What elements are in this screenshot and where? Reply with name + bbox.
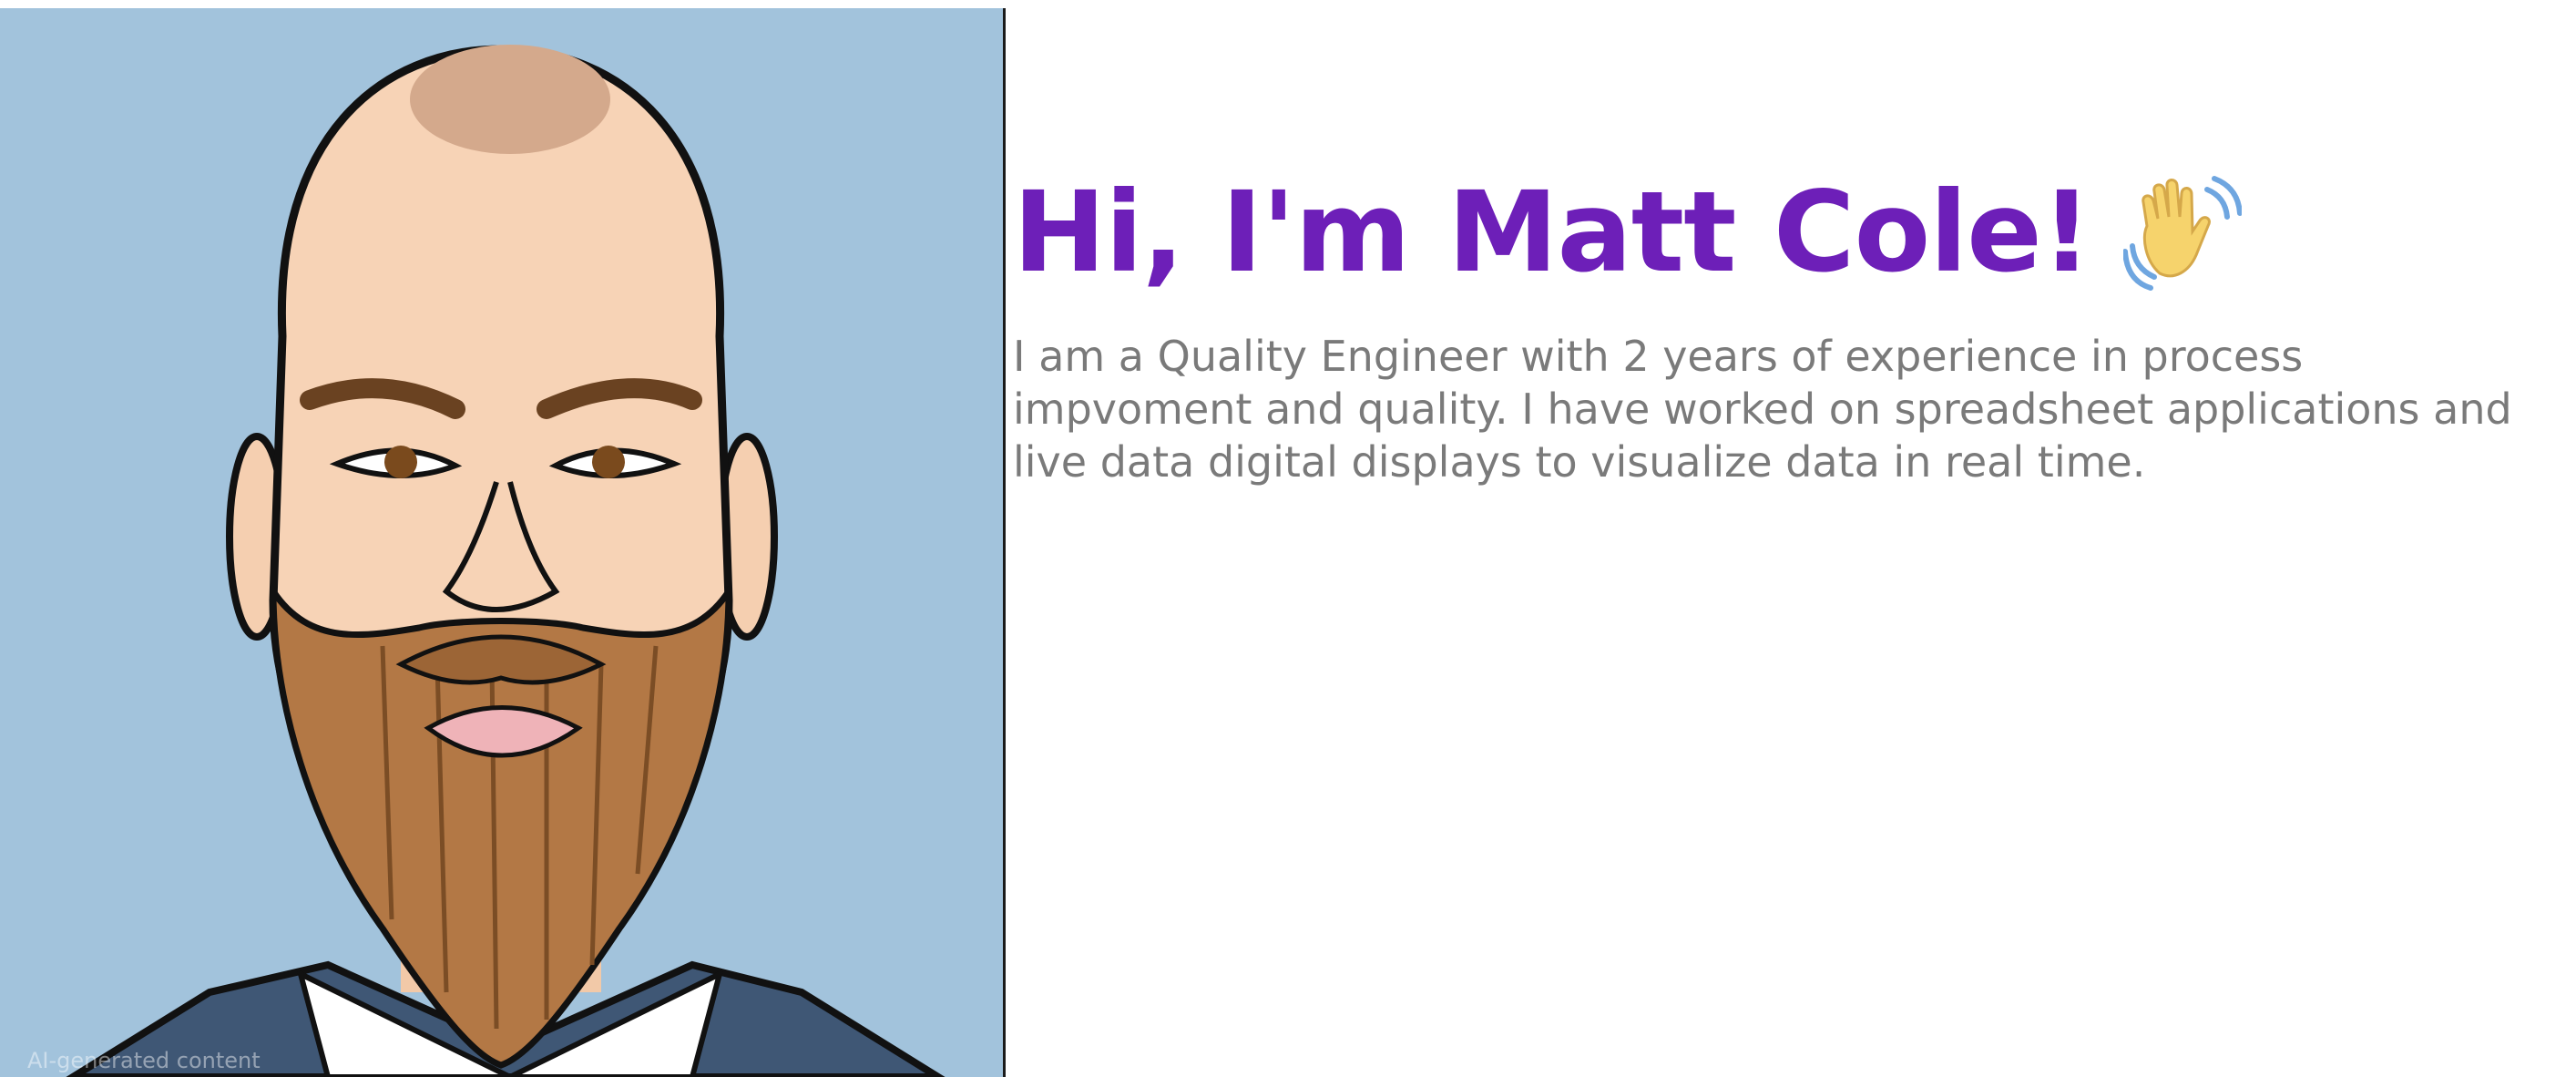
intro-heading-text: Hi, I'm Matt Cole!: [1013, 168, 2091, 297]
intro-heading: Hi, I'm Matt Cole!: [1013, 155, 2561, 310]
waving-hand-icon: [2122, 173, 2244, 292]
intro-section: Hi, I'm Matt Cole! I am a Quality Engine…: [1013, 155, 2561, 488]
profile-portrait: AI-generated content: [0, 8, 1006, 1077]
intro-bio: I am a Quality Engineer with 2 years of …: [1013, 332, 2512, 487]
ai-generated-caption: AI-generated content: [27, 1048, 261, 1073]
portrait-illustration: [0, 8, 1003, 1077]
